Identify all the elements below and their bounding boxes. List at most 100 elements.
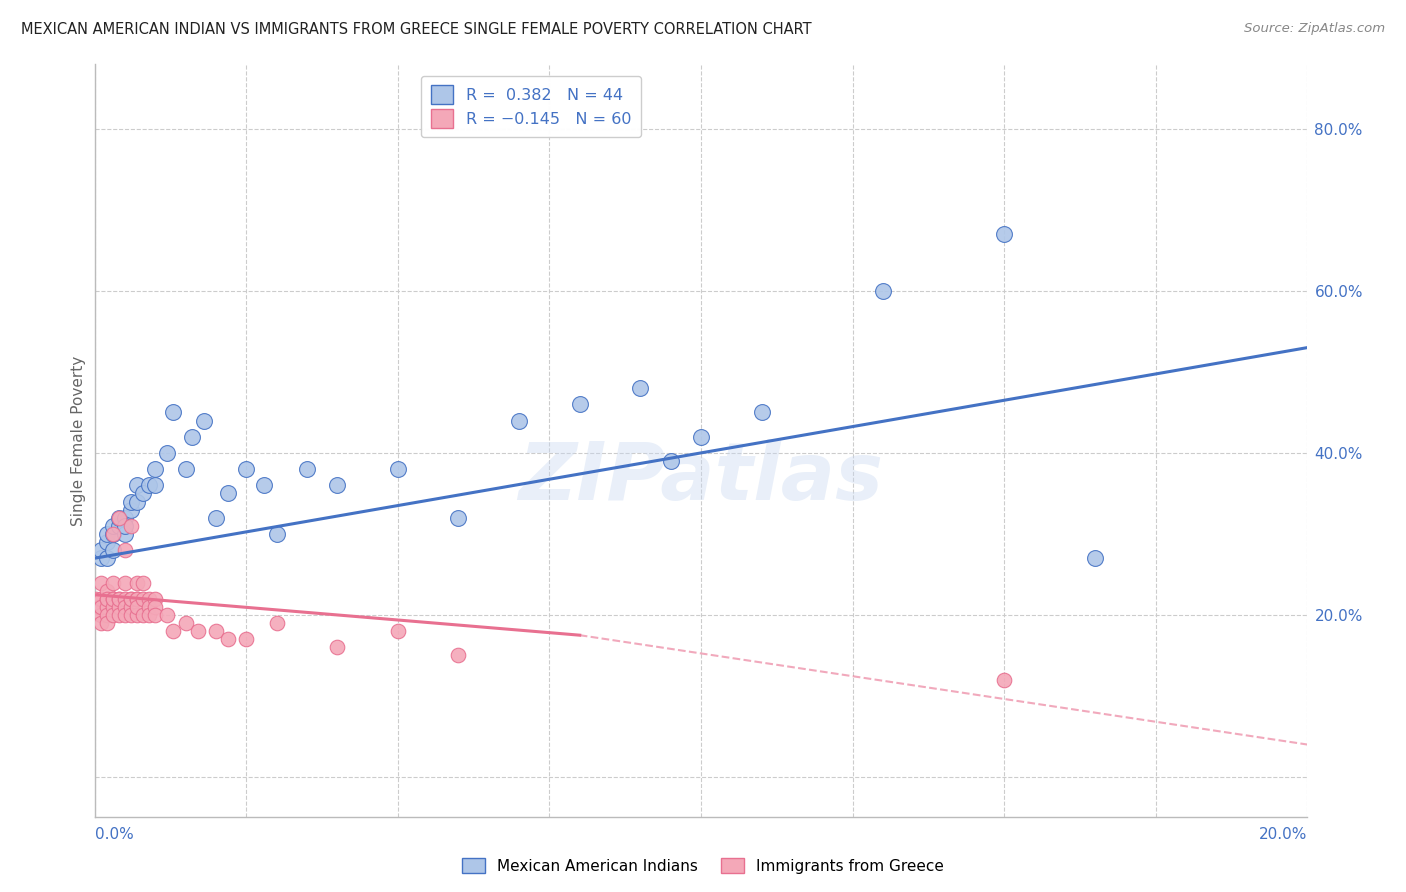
Point: [156, 446, 179, 460]
Point: [101, 591, 124, 606]
Text: MEXICAN AMERICAN INDIAN VS IMMIGRANTS FROM GREECE SINGLE FEMALE POVERTY CORRELAT: MEXICAN AMERICAN INDIAN VS IMMIGRANTS FR…: [21, 22, 811, 37]
Point: [125, 591, 148, 606]
Point: [162, 405, 184, 419]
Point: [180, 430, 202, 444]
Point: [187, 624, 209, 639]
Point: [90, 607, 112, 622]
Point: [193, 413, 215, 427]
Point: [120, 607, 142, 622]
Point: [96, 599, 118, 614]
Point: [108, 510, 131, 524]
Point: [217, 486, 239, 500]
Point: [253, 478, 276, 492]
Point: [174, 615, 197, 630]
Point: [108, 599, 131, 614]
Point: [138, 599, 160, 614]
Point: [217, 632, 239, 647]
Point: [101, 607, 124, 622]
Point: [162, 624, 184, 639]
Point: [114, 510, 136, 524]
Point: [120, 494, 142, 508]
Point: [125, 478, 148, 492]
Point: [690, 430, 713, 444]
Point: [235, 462, 257, 476]
Point: [326, 640, 349, 655]
Point: [508, 413, 530, 427]
Point: [266, 527, 288, 541]
Point: [114, 518, 136, 533]
Point: [205, 624, 228, 639]
Point: [125, 591, 148, 606]
Point: [120, 591, 142, 606]
Point: [568, 397, 591, 411]
Point: [132, 591, 155, 606]
Point: [659, 454, 682, 468]
Text: 0.0%: 0.0%: [94, 827, 134, 842]
Point: [90, 551, 112, 566]
Point: [138, 591, 160, 606]
Point: [132, 486, 155, 500]
Point: [993, 673, 1015, 687]
Text: 20.0%: 20.0%: [1258, 827, 1308, 842]
Point: [114, 607, 136, 622]
Point: [266, 615, 288, 630]
Point: [326, 478, 349, 492]
Point: [101, 527, 124, 541]
Point: [1084, 551, 1107, 566]
Point: [96, 591, 118, 606]
Point: [447, 648, 470, 663]
Point: [143, 599, 166, 614]
Point: [114, 591, 136, 606]
Point: [96, 615, 118, 630]
Point: [108, 591, 131, 606]
Text: Source: ZipAtlas.com: Source: ZipAtlas.com: [1244, 22, 1385, 36]
Legend: Mexican American Indians, Immigrants from Greece: Mexican American Indians, Immigrants fro…: [456, 852, 950, 880]
Point: [86, 591, 108, 606]
Point: [205, 510, 228, 524]
Point: [114, 527, 136, 541]
Point: [96, 551, 118, 566]
Point: [174, 462, 197, 476]
Point: [143, 607, 166, 622]
Point: [156, 607, 179, 622]
Point: [101, 527, 124, 541]
Point: [108, 591, 131, 606]
Point: [132, 575, 155, 590]
Point: [96, 583, 118, 598]
Point: [90, 599, 112, 614]
Point: [120, 518, 142, 533]
Point: [628, 381, 651, 395]
Point: [96, 527, 118, 541]
Point: [108, 607, 131, 622]
Point: [125, 494, 148, 508]
Point: [235, 632, 257, 647]
Point: [101, 543, 124, 558]
Point: [96, 591, 118, 606]
Point: [138, 607, 160, 622]
Point: [101, 591, 124, 606]
Point: [125, 575, 148, 590]
Point: [114, 543, 136, 558]
Point: [96, 607, 118, 622]
Point: [387, 462, 409, 476]
Point: [90, 575, 112, 590]
Point: [101, 575, 124, 590]
Point: [993, 227, 1015, 242]
Point: [143, 591, 166, 606]
Point: [114, 599, 136, 614]
Point: [120, 502, 142, 516]
Point: [86, 599, 108, 614]
Text: ZIPatlas: ZIPatlas: [519, 440, 883, 517]
Point: [132, 607, 155, 622]
Point: [114, 575, 136, 590]
Legend: R =  0.382   N = 44, R = −0.145   N = 60: R = 0.382 N = 44, R = −0.145 N = 60: [422, 76, 641, 137]
Point: [751, 405, 773, 419]
Point: [108, 518, 131, 533]
Point: [295, 462, 318, 476]
Point: [90, 543, 112, 558]
Point: [143, 478, 166, 492]
Point: [96, 535, 118, 549]
Point: [447, 510, 470, 524]
Point: [90, 591, 112, 606]
Point: [387, 624, 409, 639]
